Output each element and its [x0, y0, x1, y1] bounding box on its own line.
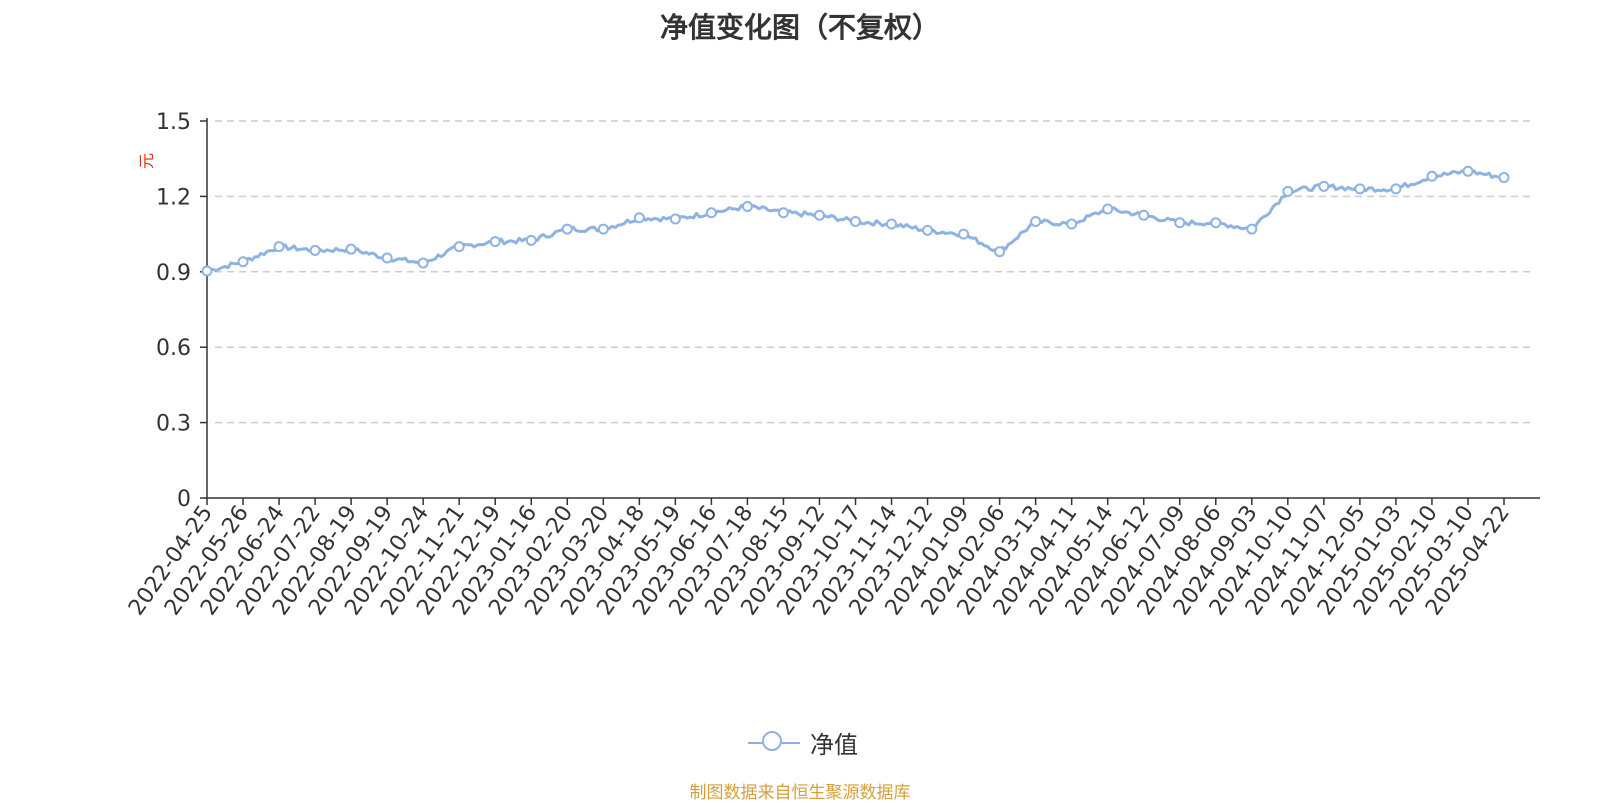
data-point [525, 234, 537, 246]
y-axis-label: 元 [137, 153, 156, 169]
data-point [1498, 172, 1510, 184]
y-tick-label: 0.6 [156, 336, 191, 361]
y-tick-labels: 0 0.3 0.6 0.9 1.2 1.5 [156, 110, 191, 512]
data-source-note: 制图数据来自恒生聚源数据库 [689, 783, 911, 803]
data-point [1210, 217, 1222, 229]
data-point [777, 207, 789, 219]
y-tick-label: 1.5 [156, 110, 191, 135]
data-point [813, 209, 825, 221]
data-point [1102, 203, 1114, 215]
data-point [345, 243, 357, 255]
data-point [1138, 209, 1150, 221]
y-tick-label: 0.3 [156, 412, 191, 437]
grid-lines [215, 120, 1530, 424]
chart-title: 净值变化图（不复权） [659, 11, 940, 44]
y-tick-label: 0 [177, 487, 191, 512]
series-net-value [201, 165, 1510, 277]
data-point [1462, 165, 1474, 177]
data-point [1246, 223, 1258, 235]
data-point [381, 252, 393, 264]
data-point [237, 256, 249, 268]
data-point [705, 207, 717, 219]
data-point [633, 212, 645, 224]
data-point [273, 241, 285, 253]
data-point [958, 228, 970, 240]
legend[interactable]: 净值 [748, 722, 858, 762]
data-point [1318, 180, 1330, 192]
data-point [669, 213, 681, 225]
data-point [1066, 218, 1078, 230]
data-point [886, 218, 898, 230]
y-tick-label: 0.9 [156, 261, 191, 286]
data-point [1354, 183, 1366, 195]
data-point [1426, 170, 1438, 182]
data-point [489, 236, 501, 248]
legend-line-marker-icon [748, 727, 800, 757]
data-point [201, 265, 213, 277]
data-point [1030, 216, 1042, 228]
data-point [1174, 217, 1186, 229]
data-point [850, 216, 861, 228]
data-point [561, 223, 573, 235]
line-chart: 0 0.3 0.6 0.9 1.2 1.5 2022-04-252022-05-26202… [124, 110, 1540, 620]
legend-label: 净值 [810, 730, 858, 759]
data-point [309, 244, 321, 256]
data-point [1282, 185, 1294, 197]
data-point [453, 241, 465, 253]
axes [200, 118, 1540, 505]
data-point [417, 257, 429, 269]
data-point [741, 200, 753, 212]
data-point [597, 223, 609, 235]
x-tick-labels: 2022-04-252022-05-262022-06-242022-07-22… [124, 501, 1515, 620]
data-point [922, 224, 934, 236]
y-tick-label: 1.2 [156, 185, 191, 210]
data-point [994, 246, 1006, 258]
data-point [1390, 183, 1402, 195]
